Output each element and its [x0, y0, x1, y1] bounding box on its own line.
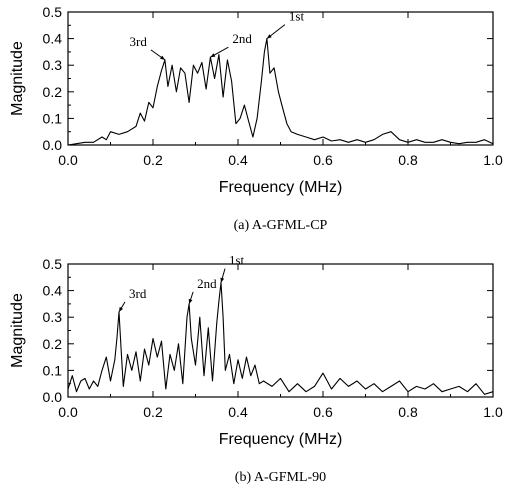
y-tick-label: 0.5: [43, 4, 63, 20]
y-tick-label: 0.2: [43, 84, 63, 100]
plot-frame: [67, 11, 494, 146]
x-tick-label: 0.6: [313, 152, 333, 168]
y-tick-label: 0.4: [43, 283, 63, 299]
y-tick-label: 0.4: [43, 31, 63, 47]
spectrum-line: [67, 38, 494, 146]
x-tick-label: 0.8: [398, 404, 418, 420]
y-tick-label: 0.1: [43, 362, 63, 378]
y-tick-label: 0.0: [43, 389, 63, 405]
x-tick-label: 0.4: [228, 152, 248, 168]
x-tick-label: 0.8: [398, 152, 418, 168]
figure-caption: (a) A-GFML-CP: [234, 218, 328, 233]
x-tick-label: 0.2: [143, 404, 163, 420]
peak-annotation-label: 2nd: [232, 31, 252, 46]
x-tick-label: 1.0: [483, 152, 503, 168]
figure-caption: (b) A-GFML-90: [235, 470, 326, 485]
chart-panel-a: 0.0 0.2 0.4 0.6 0.8 1.0 0.0 0.1 0.2 0.3 0.4 0.5 1st 2…: [9, 4, 503, 233]
annotation-arrowhead: [188, 298, 193, 304]
y-tick-label: 0.3: [43, 57, 63, 73]
annotation-arrowhead: [210, 53, 216, 58]
peak-annotation-label: 1st: [229, 253, 245, 268]
x-tick-label: 0.0: [58, 404, 78, 420]
y-tick-label: 0.5: [43, 256, 63, 272]
x-tick-label: 0.4: [228, 404, 248, 420]
y-tick-label: 0.1: [43, 110, 63, 126]
spectrum-line: [67, 282, 494, 395]
plot-frame: [67, 263, 494, 398]
y-axis-title: Magnitude: [9, 41, 26, 116]
peak-annotation-label: 2nd: [197, 276, 217, 291]
y-tick-label: 0.2: [43, 336, 63, 352]
peak-annotation-label: 3rd: [130, 34, 148, 49]
y-tick-label: 0.3: [43, 309, 63, 325]
peak-annotation-label: 3rd: [129, 286, 147, 301]
x-axis-title: Frequency (MHz): [219, 179, 343, 196]
x-tick-label: 0.2: [143, 152, 163, 168]
x-tick-label: 0.0: [58, 152, 78, 168]
x-tick-label: 1.0: [483, 404, 503, 420]
annotation-arrowhead: [220, 277, 225, 283]
annotation-arrowhead: [119, 306, 124, 312]
chart-panel-b: 0.0 0.2 0.4 0.6 0.8 1.0 0.0 0.1 0.2 0.3 0.4 0.5 1st 2…: [9, 253, 503, 485]
annotation-arrowhead: [160, 55, 165, 60]
x-axis-title: Frequency (MHz): [219, 431, 343, 448]
y-axis-title: Magnitude: [9, 293, 26, 368]
peak-annotation-label: 1st: [289, 9, 305, 24]
annotation-arrowhead: [266, 34, 272, 39]
x-tick-label: 0.6: [313, 404, 333, 420]
y-tick-label: 0.0: [43, 137, 63, 153]
